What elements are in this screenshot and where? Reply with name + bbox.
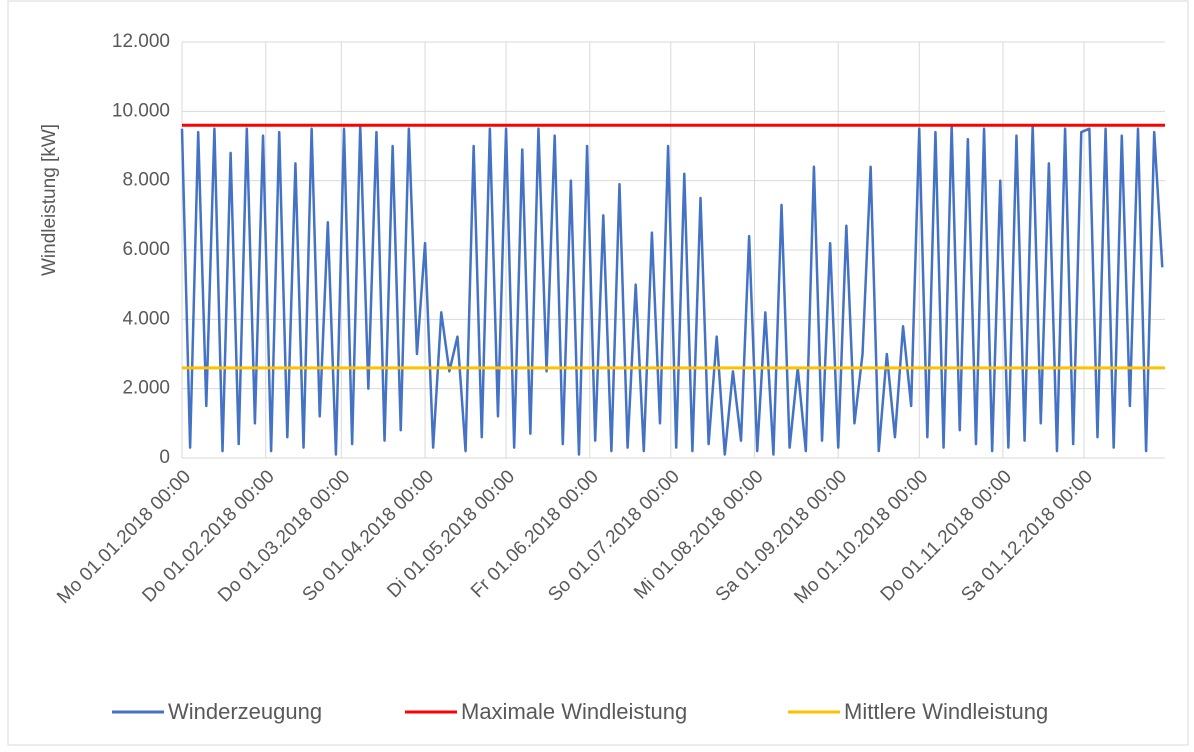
y-tick-label: 2.000 (122, 378, 170, 399)
y-axis-title: Windleistung [kW] (39, 124, 60, 276)
series-line (180, 123, 1164, 456)
legend-label: Maximale Windleistung (461, 699, 687, 724)
y-tick-label: 4.000 (122, 308, 170, 329)
y-tick-label: 8.000 (122, 170, 170, 191)
legend-label: Winderzeugung (168, 699, 322, 724)
y-tick-label: 10.000 (112, 100, 170, 121)
y-tick-label: 12.000 (112, 31, 170, 52)
legend-label: Mittlere Windleistung (844, 699, 1048, 724)
y-tick-label: 6.000 (122, 239, 170, 260)
y-tick-label: 0 (159, 447, 170, 468)
